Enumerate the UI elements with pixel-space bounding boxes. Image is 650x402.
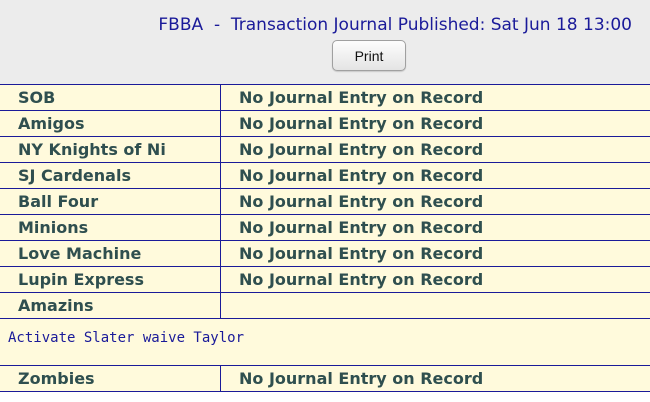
table-row: Lupin Express No Journal Entry on Record <box>0 267 650 293</box>
table-row: SJ Cardenals No Journal Entry on Record <box>0 163 650 189</box>
journal-entry: No Journal Entry on Record <box>239 270 484 289</box>
table-row: Amigos No Journal Entry on Record <box>0 111 650 137</box>
table-row: Zombies No Journal Entry on Record <box>0 366 650 392</box>
team-name: Amigos <box>0 111 221 136</box>
table-row: SOB No Journal Entry on Record <box>0 85 650 111</box>
page-header: FBBA - Transaction Journal Published: Sa… <box>0 0 650 84</box>
team-name: Love Machine <box>0 241 221 266</box>
print-button[interactable]: Print <box>332 40 406 71</box>
team-name: Minions <box>0 215 221 240</box>
journal-note-row: Activate Slater waive Taylor <box>0 319 650 366</box>
table-row: Amazins <box>0 293 650 319</box>
journal-entry: No Journal Entry on Record <box>239 88 484 107</box>
journal-entry: No Journal Entry on Record <box>239 218 484 237</box>
team-name: Zombies <box>0 366 221 391</box>
table-row: Minions No Journal Entry on Record <box>0 215 650 241</box>
table-row: Ball Four No Journal Entry on Record <box>0 189 650 215</box>
table-row: Love Machine No Journal Entry on Record <box>0 241 650 267</box>
journal-entry: No Journal Entry on Record <box>239 114 484 133</box>
team-name: SJ Cardenals <box>0 163 221 188</box>
table-row: NY Knights of Ni No Journal Entry on Rec… <box>0 137 650 163</box>
team-name: Ball Four <box>0 189 221 214</box>
team-name: NY Knights of Ni <box>0 137 221 162</box>
journal-entry: No Journal Entry on Record <box>239 369 484 388</box>
team-name: Lupin Express <box>0 267 221 292</box>
journal-entry: No Journal Entry on Record <box>239 192 484 211</box>
page-title: FBBA - Transaction Journal Published: Sa… <box>158 15 632 35</box>
journal-entry: No Journal Entry on Record <box>239 166 484 185</box>
team-name: SOB <box>0 85 221 110</box>
team-name: Amazins <box>0 293 221 318</box>
journal-note: Activate Slater waive Taylor <box>8 330 245 346</box>
journal-entry: No Journal Entry on Record <box>239 244 484 263</box>
journal-entry <box>221 293 650 318</box>
journal-entry: No Journal Entry on Record <box>239 140 484 159</box>
journal-table: SOB No Journal Entry on Record Amigos No… <box>0 84 650 392</box>
